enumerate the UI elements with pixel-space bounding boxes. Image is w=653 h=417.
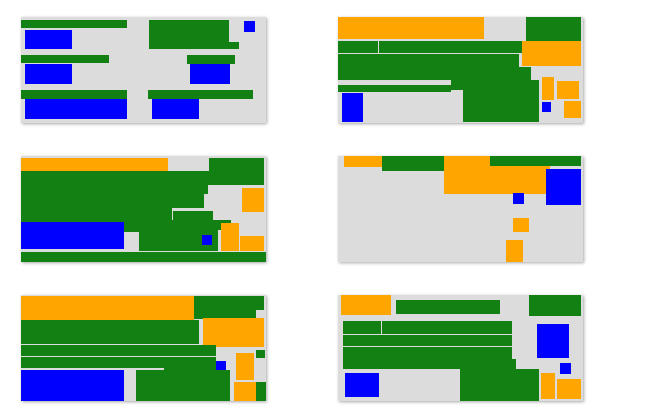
blue-block	[21, 222, 124, 249]
green-block	[338, 41, 378, 53]
green-block	[187, 55, 235, 64]
green-block	[343, 335, 512, 346]
green-block	[21, 345, 216, 356]
orange-block	[21, 158, 168, 171]
green-block	[460, 369, 539, 401]
blue-block	[21, 370, 124, 401]
blue-block	[25, 99, 127, 119]
blue-block	[202, 235, 212, 245]
blue-block	[560, 363, 571, 374]
orange-block	[506, 240, 523, 262]
blue-block	[513, 193, 524, 204]
orange-block	[542, 77, 554, 100]
layout-panel-4	[338, 156, 583, 262]
green-block	[256, 382, 266, 401]
orange-block	[564, 101, 581, 118]
orange-block	[221, 223, 239, 251]
green-block	[382, 321, 512, 334]
blue-block	[542, 102, 551, 112]
green-block	[21, 208, 172, 220]
green-block	[256, 350, 265, 358]
green-block	[338, 54, 519, 67]
green-block	[173, 211, 213, 220]
orange-block	[242, 188, 264, 212]
green-block	[21, 194, 204, 208]
blue-block	[216, 361, 226, 371]
blue-block	[25, 64, 72, 84]
orange-block	[557, 81, 579, 99]
orange-block	[522, 41, 581, 66]
blue-block	[244, 21, 255, 32]
orange-block	[344, 156, 382, 167]
layout-panel-1	[21, 17, 266, 123]
orange-block	[341, 295, 391, 315]
green-block	[529, 295, 581, 316]
blue-block	[152, 99, 199, 119]
green-block	[164, 357, 216, 370]
orange-block	[557, 379, 581, 399]
orange-block	[338, 17, 484, 39]
green-block	[21, 185, 208, 194]
green-block	[149, 20, 229, 44]
green-block	[490, 156, 581, 166]
orange-block	[203, 318, 264, 347]
green-block	[343, 359, 516, 369]
blue-block	[342, 93, 363, 122]
layout-panel-5	[21, 295, 266, 401]
orange-block	[513, 218, 529, 232]
green-block	[149, 42, 239, 49]
green-block	[451, 80, 539, 90]
orange-block	[490, 166, 550, 194]
green-block	[396, 300, 500, 314]
green-block	[136, 370, 230, 401]
layout-panel-6	[338, 295, 583, 401]
green-block	[209, 158, 264, 185]
green-block	[463, 90, 539, 122]
green-block	[139, 222, 186, 251]
green-block	[21, 252, 266, 262]
green-block	[526, 30, 581, 41]
green-block	[169, 220, 231, 230]
blue-block	[345, 373, 379, 397]
layout-panel-3	[21, 156, 266, 262]
green-block	[194, 296, 264, 310]
blue-block	[537, 324, 569, 358]
orange-block	[444, 156, 490, 194]
layout-panel-2	[338, 17, 583, 123]
blue-block	[190, 64, 230, 84]
orange-block	[236, 353, 254, 380]
green-block	[148, 90, 253, 99]
green-block	[21, 171, 209, 185]
orange-block	[240, 236, 264, 251]
green-block	[338, 67, 531, 80]
orange-block	[21, 296, 194, 320]
green-block	[526, 17, 581, 30]
blue-block	[25, 30, 72, 49]
orange-block	[541, 373, 555, 399]
green-block	[21, 90, 127, 99]
blue-block	[546, 169, 581, 205]
green-block	[338, 85, 451, 92]
green-block	[194, 310, 256, 319]
green-block	[21, 357, 164, 368]
green-block	[21, 55, 109, 63]
green-block	[343, 347, 512, 359]
green-block	[382, 156, 444, 171]
green-block	[343, 321, 381, 334]
green-block	[379, 41, 522, 53]
green-block	[21, 320, 199, 344]
orange-block	[234, 382, 256, 401]
green-block	[21, 20, 127, 28]
